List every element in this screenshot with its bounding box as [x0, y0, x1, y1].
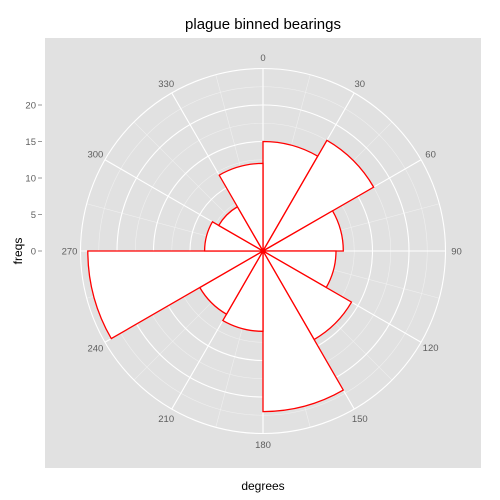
angle-tick-150: 150: [352, 414, 368, 425]
bar-180-210: [221, 248, 264, 332]
angle-tick-210: 210: [158, 414, 174, 425]
angle-tick-270: 270: [62, 247, 78, 258]
bar-270-300: [203, 220, 266, 252]
bar-150-180: [262, 248, 345, 413]
radial-tick-0: 0: [31, 247, 36, 258]
x-axis-title: degrees: [241, 479, 284, 493]
bar-60-90: [260, 209, 344, 252]
y-axis-title: freqs: [11, 238, 25, 265]
radial-tick-5: 5: [31, 210, 36, 221]
angle-tick-30: 30: [355, 79, 366, 90]
angle-tick-0: 0: [260, 53, 265, 64]
radial-tick-20: 20: [25, 101, 36, 112]
angle-tick-240: 240: [87, 343, 103, 354]
angle-tick-330: 330: [158, 79, 174, 90]
bars: [87, 139, 375, 413]
radial-tick-10: 10: [25, 174, 36, 185]
angle-tick-60: 60: [425, 150, 436, 161]
angle-tick-300: 300: [87, 150, 103, 161]
bar-240-270: [87, 250, 266, 340]
chart-title: plague binned bearings: [185, 16, 341, 33]
angle-tick-labels: 0 30 60 90 120 150 180 210 240 270 300 330: [62, 53, 462, 451]
bar-330-360: [218, 162, 264, 254]
radial-tick-labels: 0 5 10 15 20: [25, 101, 42, 258]
radial-tick-15: 15: [25, 137, 36, 148]
angle-tick-180: 180: [255, 440, 271, 451]
bar-30-60: [261, 139, 375, 253]
angle-tick-120: 120: [423, 343, 439, 354]
angle-tick-90: 90: [451, 247, 462, 258]
